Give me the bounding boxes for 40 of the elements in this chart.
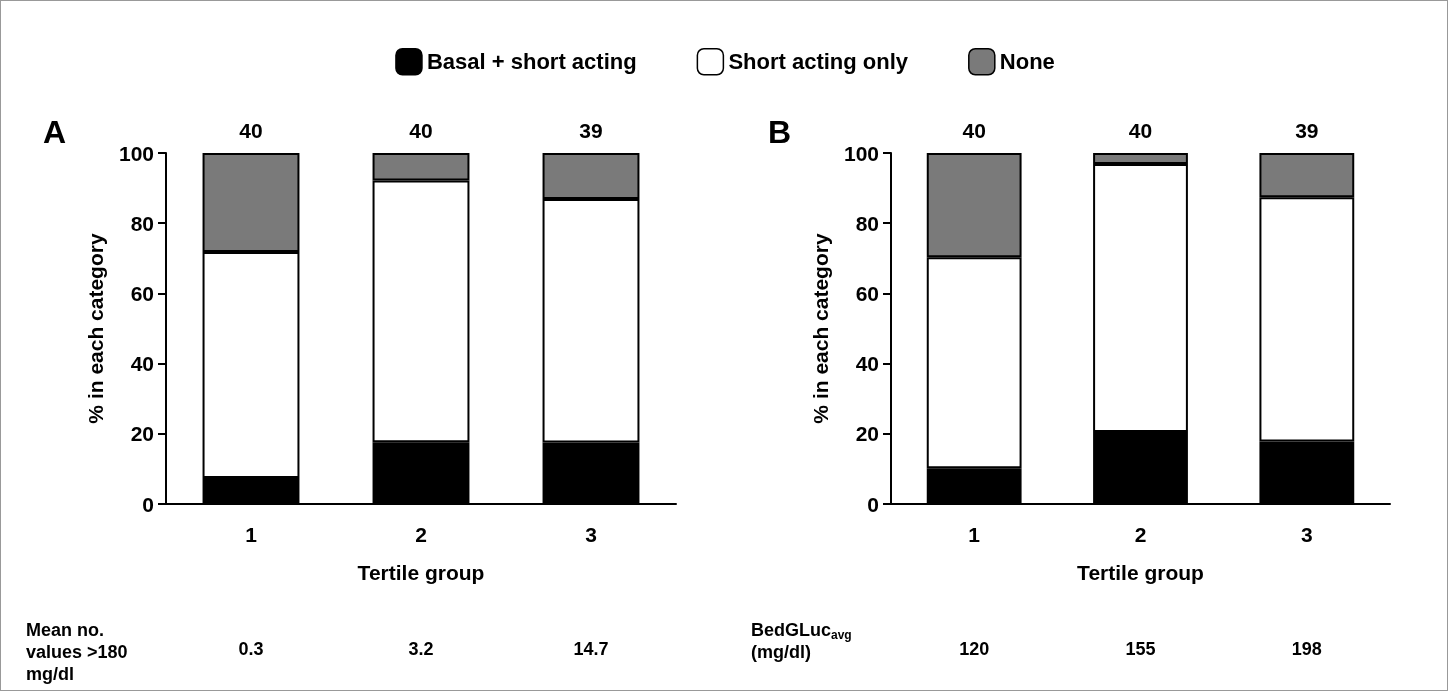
y-tick-label: 0	[142, 492, 154, 516]
x-tick-label: 2	[415, 523, 427, 546]
x-axis-title: Tertile group	[1077, 561, 1204, 584]
y-axis-title: % in each category	[84, 233, 107, 424]
chart-title: B	[768, 114, 792, 150]
y-tick-label: 60	[130, 281, 154, 305]
annotation: 40	[1128, 119, 1153, 142]
y-axis-title: % in each category	[809, 233, 832, 424]
annotation: 39	[1295, 119, 1319, 142]
text: 3.2	[408, 639, 434, 659]
y-tick-label: 80	[130, 211, 154, 235]
annotation: 40	[239, 119, 263, 142]
x-axis-title: Tertile group	[357, 561, 485, 584]
legend-label: None	[999, 49, 1055, 75]
annotation: 40	[409, 119, 433, 142]
y-tick-label: 60	[855, 281, 879, 305]
x-tick-label: 2	[1134, 523, 1147, 546]
text: 0.3	[238, 639, 264, 659]
y-tick-label: 100	[118, 141, 154, 165]
text: Mean no. values >180 mg/dl	[26, 620, 133, 684]
text: 120	[959, 639, 990, 659]
y-tick-label: 40	[130, 352, 154, 376]
x-tick-label: 3	[1300, 523, 1313, 546]
x-tick-label: 1	[245, 523, 258, 546]
annotation: 40	[962, 119, 986, 142]
y-tick-label: 100	[843, 141, 879, 165]
y-tick-label: 20	[130, 422, 154, 446]
y-tick-label: 0	[867, 492, 879, 516]
y-tick-label: 40	[855, 352, 879, 376]
y-tick-label: 80	[855, 211, 879, 235]
text: 155	[1125, 639, 1156, 659]
chart-title: A	[43, 114, 67, 150]
legend-label: Basal + short acting	[426, 49, 637, 75]
y-tick-label: 20	[855, 422, 879, 446]
x-tick-label: 1	[968, 523, 981, 546]
annotation: 39	[579, 119, 603, 142]
legend-label: Short acting only	[728, 49, 909, 75]
text: 14.7	[573, 639, 609, 659]
x-tick-label: 3	[585, 523, 597, 546]
text: 198	[1291, 639, 1322, 659]
